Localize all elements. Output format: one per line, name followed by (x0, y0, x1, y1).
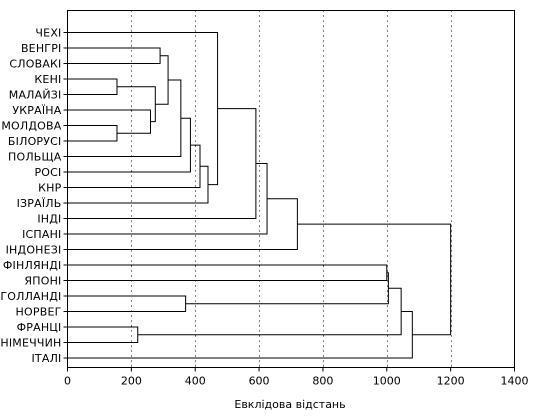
x-tick-label: 1000 (373, 375, 401, 388)
leaf-label: СЛОВАКІ (9, 58, 61, 71)
leaf-label: ІНДОНЕЗІ (6, 244, 62, 257)
dendrogram-link (67, 163, 268, 235)
leaf-label: НОРВЕГ (16, 306, 62, 319)
dendrogram-link (67, 144, 201, 188)
dendrogram-link (67, 264, 388, 281)
grid-lines (131, 10, 452, 368)
dendrogram-link (67, 32, 219, 186)
dendrogram-link (67, 47, 161, 64)
leaf-label: МАЛАЙЗІ (9, 89, 62, 102)
leaf-label: ІНДІ (37, 213, 61, 226)
leaf-label: ІСПАНІ (22, 228, 61, 241)
x-tick-label: 200 (121, 375, 142, 388)
dendrogram-link (67, 109, 152, 134)
dendrogram-link (185, 272, 389, 305)
x-tick-label: 400 (185, 375, 206, 388)
leaf-label: КНР (38, 182, 61, 195)
leaf-label: ІЗРАЇЛЬ (17, 197, 62, 210)
dendrogram-link (67, 79, 182, 157)
dendrogram-link (67, 117, 191, 173)
x-tick-label: 1400 (501, 375, 529, 388)
leaf-label: ФРАНЦІ (17, 321, 62, 334)
dendrogram-links (67, 32, 452, 359)
leaf-label: КЕНІ (34, 73, 61, 86)
dendrogram-link (67, 198, 298, 250)
dendrogram-link (67, 78, 118, 95)
leaf-label: БІЛОРУСІ (8, 135, 62, 148)
leaf-label: МОЛДОВА (1, 120, 61, 133)
dendrogram-link (67, 326, 139, 343)
x-tick-label: 0 (64, 375, 71, 388)
dendrogram-link (67, 125, 118, 142)
x-tick-label: 800 (312, 375, 333, 388)
x-tick-label: 600 (249, 375, 270, 388)
x-tick-label: 1200 (437, 375, 465, 388)
leaf-label: РОСІ (34, 166, 61, 179)
dendrogram-link (67, 295, 187, 312)
leaf-label: ЯПОНІ (24, 275, 61, 288)
leaf-labels: ЧЕХІ ВЕНГРІ СЛОВАКІ КЕНІ МАЛАЙЗІ УКРАЇНА МОЛДО… (0, 27, 68, 365)
leaf-label: ВЕНГРІ (21, 42, 62, 55)
leaf-label: НІМЕЧЧИН (0, 337, 61, 350)
leaf-label: ЧЕХІ (35, 27, 61, 40)
leaf-label: ПОЛЬЩА (8, 151, 62, 164)
leaf-label: ГОЛЛАНДІ (0, 290, 61, 303)
leaf-label: УКРАЇНА (12, 104, 61, 117)
plot-frame (67, 10, 515, 368)
x-axis-ticks: 0 200 400 600 800 1000 1200 1400 (64, 367, 529, 388)
leaf-label: ІТАЛІ (31, 352, 61, 365)
x-axis-title: Евклідова відстань (234, 398, 345, 411)
leaf-label: ФІНЛЯНДІ (3, 259, 62, 272)
dendrogram-link (297, 223, 452, 336)
dendrogram-link (116, 86, 156, 123)
